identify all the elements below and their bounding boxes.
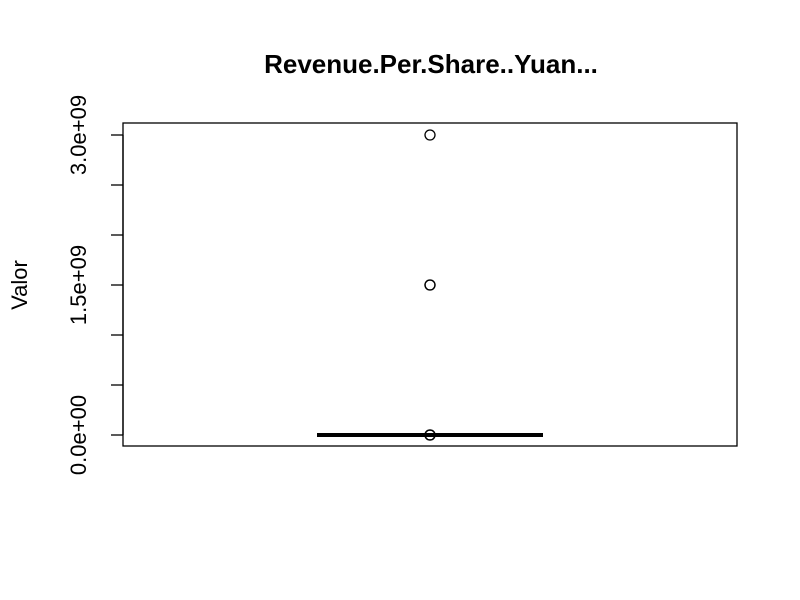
y-tick-label: 0.0e+00 xyxy=(66,395,91,475)
chart-title: Revenue.Per.Share..Yuan... xyxy=(264,49,598,79)
outlier-point xyxy=(424,429,436,441)
outliers xyxy=(424,129,436,441)
y-tick-label: 3.0e+09 xyxy=(66,95,91,175)
outlier-point xyxy=(424,279,436,291)
outlier-point xyxy=(424,129,436,141)
plot-frame xyxy=(122,122,738,447)
y-axis: 0.0e+00 1.5e+09 3.0e+09 xyxy=(66,95,124,475)
y-tick-label: 1.5e+09 xyxy=(66,245,91,325)
y-axis-label: Valor xyxy=(7,260,32,310)
